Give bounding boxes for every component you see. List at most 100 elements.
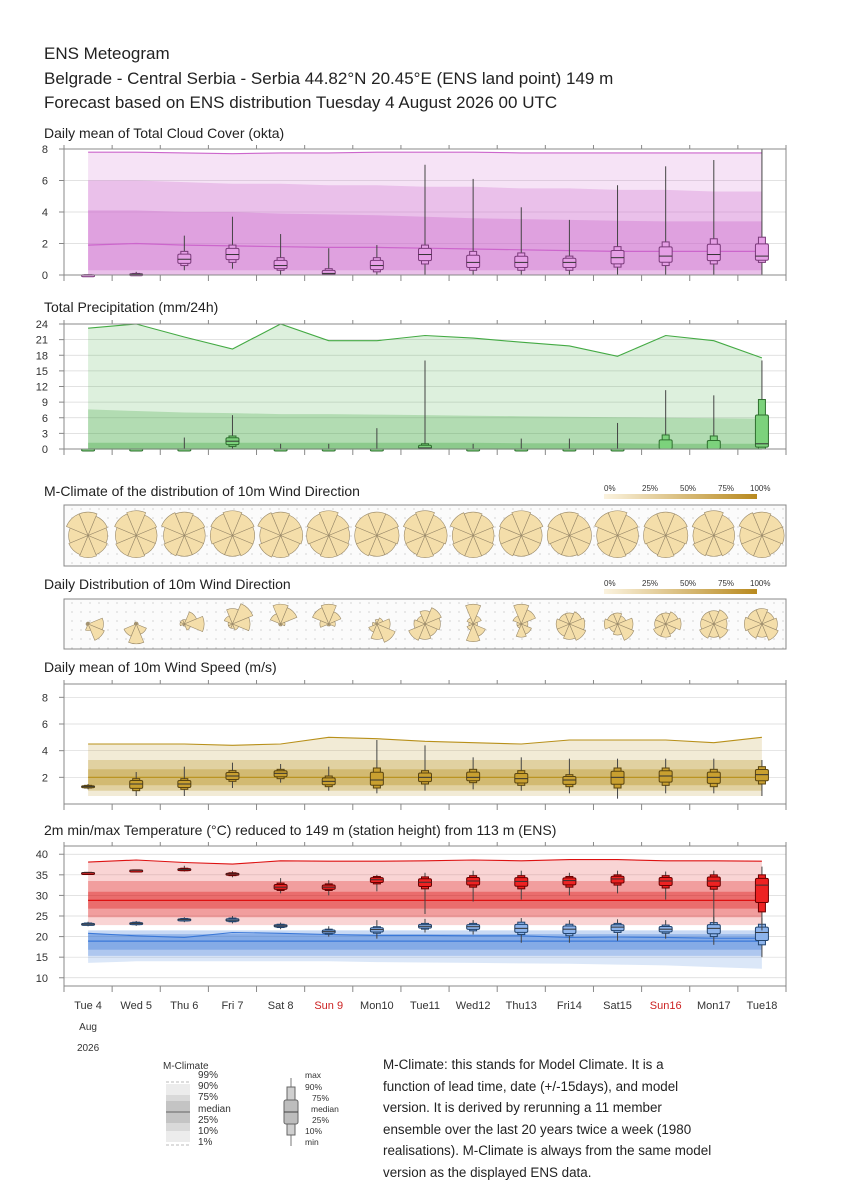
wind-daily-dot [494, 611, 496, 613]
wind-speed-y-tick-label: 8 [42, 692, 48, 704]
wind-climate-scale-label: 50% [680, 484, 696, 493]
wind-daily-dot [224, 638, 226, 640]
wind-daily-dot [467, 647, 469, 649]
wind-daily-dot [332, 629, 334, 631]
wind-daily-dot [251, 629, 253, 631]
wind-daily-dot [341, 611, 343, 613]
wind-daily-dot [440, 620, 442, 622]
wind-daily-dot [296, 647, 298, 649]
precip-y-tick-label: 6 [42, 413, 48, 425]
wind-daily-dot [98, 638, 100, 640]
wind-daily-dot [773, 647, 775, 649]
wind-climate-dot [719, 508, 721, 510]
wind-daily-dot [593, 611, 595, 613]
precip-y-tick-label: 9 [42, 397, 48, 409]
wind-climate-dot [404, 553, 406, 555]
wind-daily-dot [638, 602, 640, 604]
wind-daily-dot [215, 638, 217, 640]
wind-daily-rose-sector [231, 603, 254, 625]
legend-box-label: 10% [305, 1126, 322, 1136]
wind-climate-dot [179, 508, 181, 510]
wind-daily-dot [224, 611, 226, 613]
wind-climate-rose-sector [761, 526, 785, 545]
wind-daily-scale-label: 100% [750, 579, 770, 588]
wind-daily-dot [566, 647, 568, 649]
wind-daily-title: Daily Distribution of 10m Wind Direction [44, 576, 291, 592]
wind-daily-rose-sector [408, 623, 426, 641]
wind-daily-dot [701, 638, 703, 640]
day-label: Sun 9 [314, 1000, 343, 1012]
legend-box-label: 25% [312, 1115, 329, 1125]
wind-daily-dot [485, 638, 487, 640]
wind-daily-dot [575, 602, 577, 604]
wind-climate-dot [521, 562, 523, 564]
wind-climate-dot [206, 562, 208, 564]
wind-daily-rose-sector [280, 607, 298, 625]
wind-climate-dot [170, 562, 172, 564]
wind-climate-dot [449, 544, 451, 546]
wind-daily-dot [260, 647, 262, 649]
wind-climate-rose-sector [376, 526, 400, 545]
wind-daily-dot [503, 647, 505, 649]
wind-daily-dot [737, 611, 739, 613]
wind-climate-dot [440, 508, 442, 510]
wind-daily-dot [161, 602, 163, 604]
wind-daily-dot [620, 602, 622, 604]
wind-daily-dot [728, 629, 730, 631]
wind-climate-dot [350, 553, 352, 555]
wind-climate-dot [692, 544, 694, 546]
wind-daily-dot [278, 647, 280, 649]
wind-daily-dot [107, 611, 109, 613]
wind-daily-dot [260, 620, 262, 622]
wind-speed-box [369, 771, 384, 786]
wind-climate-dot [548, 544, 550, 546]
wind-climate-rose-sector [596, 534, 619, 557]
wind-daily-rose-sector [465, 603, 482, 625]
wind-climate-dot [656, 562, 658, 564]
wind-daily-dot [152, 620, 154, 622]
wind-daily-dot [746, 611, 748, 613]
wind-daily-dot [305, 602, 307, 604]
wind-daily-dot [188, 629, 190, 631]
wind-climate-dot [620, 562, 622, 564]
wind-daily-dot [584, 647, 586, 649]
wind-climate-rose-sector [126, 510, 147, 537]
wind-climate-rose-sector [115, 534, 137, 557]
wind-daily-dot [359, 638, 361, 640]
wind-daily-dot [116, 602, 118, 604]
wind-daily-dot [692, 620, 694, 622]
wind-daily-dot [530, 620, 532, 622]
wind-daily-dot [305, 647, 307, 649]
wind-climate-dot [449, 562, 451, 564]
wind-daily-dot [764, 602, 766, 604]
wind-daily-dot [764, 638, 766, 640]
wind-daily-dot [125, 620, 127, 622]
wind-daily-dot [359, 620, 361, 622]
wind-daily-dot [386, 602, 388, 604]
wind-climate-dot [242, 562, 244, 564]
wind-daily-dot [224, 647, 226, 649]
wind-daily-dot [125, 647, 127, 649]
cloud-panel-title: Daily mean of Total Cloud Cover (okta) [44, 125, 285, 141]
wind-climate-dot [305, 526, 307, 528]
wind-daily-dot [152, 638, 154, 640]
wind-daily-rose-sector [603, 618, 619, 630]
wind-daily-dot [233, 629, 235, 631]
wind-climate-scale-label: 0% [604, 484, 616, 493]
wind-climate-dot [737, 508, 739, 510]
wind-climate-dot [521, 508, 523, 510]
wind-climate-dot [692, 517, 694, 519]
wind-climate-dot [413, 562, 415, 564]
wind-climate-dot [71, 553, 73, 555]
wind-daily-dot [251, 602, 253, 604]
wind-daily-dot [449, 620, 451, 622]
wind-climate-dot [548, 508, 550, 510]
wind-daily-dot [251, 620, 253, 622]
wind-climate-dot [98, 508, 100, 510]
wind-daily-dot [737, 629, 739, 631]
day-label: Wed12 [456, 1000, 491, 1012]
precip-box [658, 439, 673, 450]
wind-daily-dot [116, 611, 118, 613]
wind-speed-box [466, 771, 481, 782]
wind-climate-rose-sector [306, 513, 330, 537]
